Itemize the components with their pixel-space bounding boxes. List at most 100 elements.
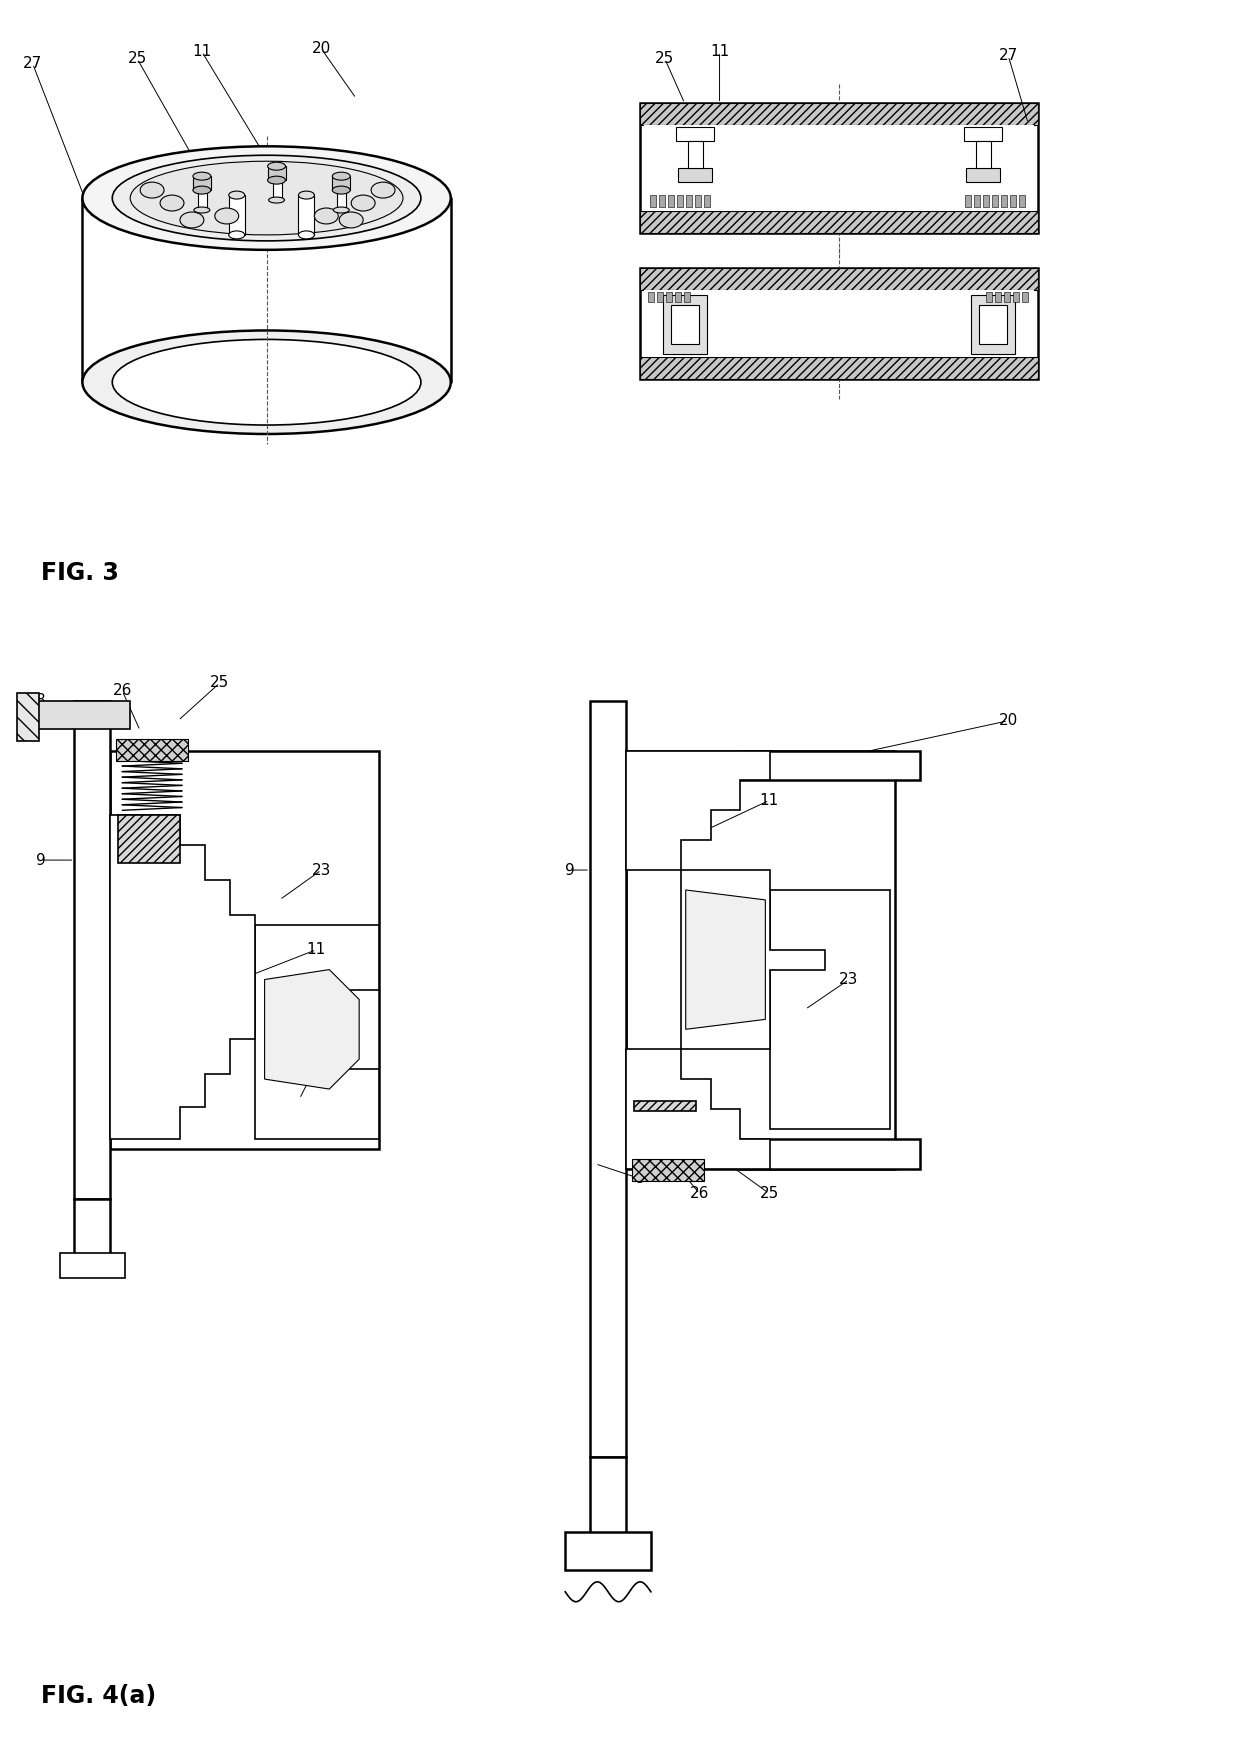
Text: 25: 25 [128,51,146,67]
Bar [983,195,990,207]
Ellipse shape [268,162,285,170]
Ellipse shape [82,146,451,249]
Polygon shape [626,1049,770,1168]
Text: FIG. 4(a): FIG. 4(a) [41,1685,156,1708]
Ellipse shape [371,183,396,199]
Bar [657,292,663,302]
Polygon shape [254,924,379,1139]
Bar [677,195,683,207]
Bar [74,1198,110,1258]
Bar [640,104,1038,125]
Bar [117,738,188,761]
Text: 23: 23 [839,972,858,987]
Bar [694,195,701,207]
Bar [640,357,1038,380]
Ellipse shape [299,230,315,239]
Bar [650,195,656,207]
Bar [986,292,992,302]
Bar [658,195,665,207]
Bar [666,292,672,302]
Bar [590,1457,626,1537]
Text: 9: 9 [36,852,46,868]
Bar [268,167,285,181]
Text: 11: 11 [306,942,326,958]
Bar [966,195,971,207]
Bar [626,750,895,1168]
Bar [60,1253,125,1277]
Bar [678,169,712,183]
Text: 8: 8 [36,694,46,708]
Text: 20: 20 [998,713,1018,727]
Text: 25: 25 [210,675,229,691]
Text: 11: 11 [711,44,729,60]
Bar [966,169,1001,183]
Ellipse shape [332,172,350,181]
Ellipse shape [269,197,284,204]
Polygon shape [626,750,770,870]
Ellipse shape [113,155,420,241]
Ellipse shape [268,176,285,184]
Bar [640,211,1038,234]
Ellipse shape [193,186,211,193]
Bar [118,815,180,863]
Bar [663,295,707,355]
Bar [980,304,1007,344]
Bar [640,267,1038,290]
Bar [703,195,709,207]
Bar [1022,292,1028,302]
Bar [273,181,281,200]
Ellipse shape [130,162,403,235]
Text: 25: 25 [655,51,675,67]
Bar [965,127,1002,141]
Bar [1001,195,1007,207]
Text: 11: 11 [760,792,779,808]
Bar [975,195,981,207]
Ellipse shape [113,339,420,425]
Ellipse shape [82,330,451,434]
Polygon shape [110,815,254,1139]
Bar [299,195,315,235]
Bar [640,104,1038,234]
Ellipse shape [180,213,203,228]
Text: FIG. 3: FIG. 3 [41,562,119,585]
Bar [1013,292,1019,302]
Polygon shape [686,891,765,1030]
Text: 11: 11 [192,44,212,60]
Bar [110,750,379,1149]
Bar [676,127,713,141]
Bar [976,141,991,169]
Bar [632,1158,703,1181]
Bar [1011,195,1017,207]
Text: 9: 9 [565,863,575,877]
Text: 25: 25 [760,1186,779,1202]
Text: 26: 26 [113,683,131,698]
Bar [668,195,673,207]
Text: 23: 23 [311,863,331,877]
Bar [74,701,110,1198]
Ellipse shape [332,186,350,193]
Bar [1019,195,1025,207]
Bar [634,1102,696,1110]
Text: 27: 27 [998,47,1018,63]
Bar [740,1139,920,1168]
Bar [644,125,1034,211]
Bar [647,292,653,302]
Bar [688,141,703,169]
Bar [996,292,1001,302]
Text: 22: 22 [300,1072,319,1086]
Ellipse shape [140,183,164,199]
Polygon shape [264,970,360,1089]
Text: 27: 27 [24,56,42,72]
Bar [683,292,689,302]
Bar [228,195,244,235]
Bar [37,701,130,729]
Bar [675,292,681,302]
Ellipse shape [193,207,210,213]
Bar [640,267,1038,380]
Bar [770,891,890,1130]
Text: 20: 20 [311,40,331,56]
Bar [565,1532,651,1571]
Bar [740,750,920,780]
Bar [193,176,211,190]
Ellipse shape [228,192,244,199]
